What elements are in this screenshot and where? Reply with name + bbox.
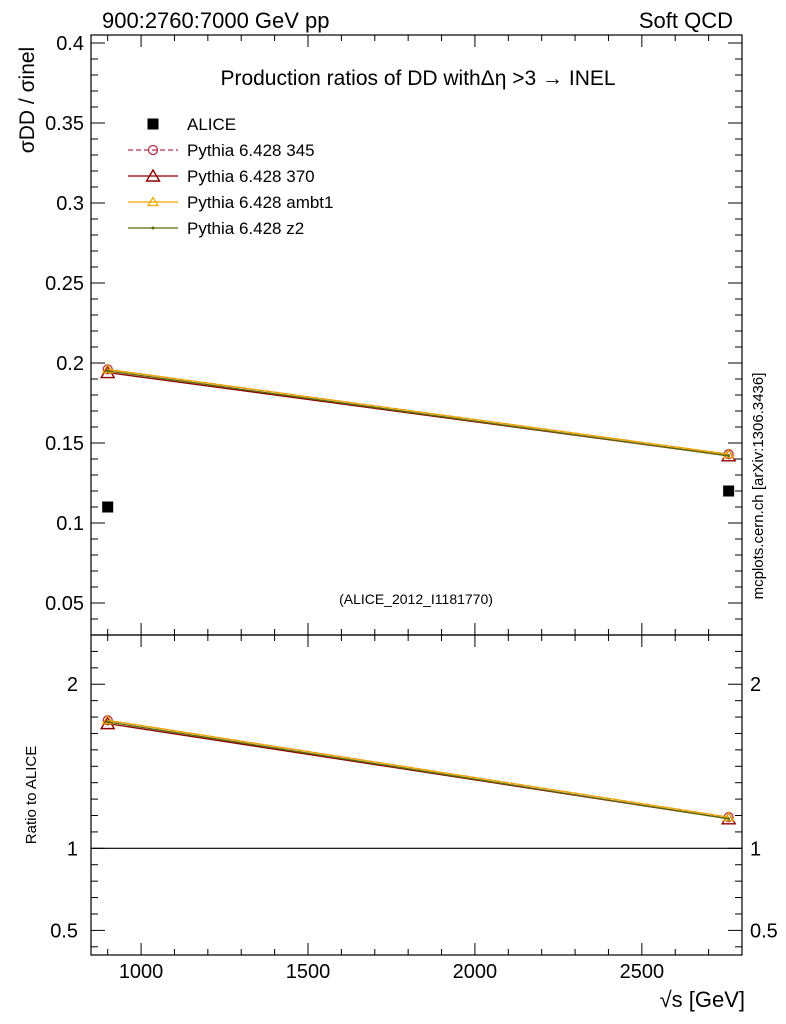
ratio-axes-ticks <box>91 635 742 955</box>
legend-label: Pythia 6.428 z2 <box>187 219 304 238</box>
main-y-tick-label: 0.3 <box>56 193 84 215</box>
ratio-y-tick-label-right: 1 <box>750 838 761 860</box>
main-title: Production ratios of DD withΔη >3 → INEL <box>220 67 615 90</box>
ratio-y-tick-label-right: 2 <box>750 674 761 696</box>
legend-marker <box>145 168 161 182</box>
legend-marker <box>146 196 160 207</box>
ratio-series-line <box>107 721 729 820</box>
main-y-tick-label: 0.15 <box>45 433 84 455</box>
legend-label: Pythia 6.428 370 <box>187 167 315 186</box>
main-data-point <box>723 485 735 497</box>
main-series-line <box>107 368 729 455</box>
ratio-series <box>99 714 737 825</box>
ratio-y-tick-label-right: 0.5 <box>750 920 778 942</box>
ratio-y-axis-label: Ratio to ALICE <box>23 746 40 844</box>
ratio-y-tick-label-left: 2 <box>67 674 78 696</box>
main-y-tick-label: 0.2 <box>56 353 84 375</box>
x-axis-label: √s [GeV] <box>660 987 745 1012</box>
main-data-point <box>727 454 731 458</box>
ratio-data-point <box>101 714 114 725</box>
main-y-tick-labels: 0.05 0.1 0.15 0.2 0.25 0.3 0.35 0.4 <box>45 33 84 615</box>
legend-label: Pythia 6.428 ambt1 <box>187 193 333 212</box>
main-data-point <box>106 369 110 373</box>
main-y-tick-label: 0.25 <box>45 273 84 295</box>
legend-marker <box>147 144 159 156</box>
side-label: mcplots.cern.ch [arXiv:1306.3436] <box>750 373 767 600</box>
x-tick-label: 1000 <box>119 961 164 983</box>
main-y-tick-label: 0.4 <box>56 33 84 55</box>
ratio-data-point <box>722 811 735 822</box>
main-data-point <box>102 501 114 513</box>
ratio-series-line <box>107 719 729 818</box>
main-data-point <box>101 363 114 374</box>
main-subtitle: (ALICE_2012_I1181770) <box>339 591 493 607</box>
main-y-tick-label: 0.05 <box>45 593 84 615</box>
main-data-point <box>722 448 735 459</box>
ratio-y-tick-labels: 0.5 0.5 1 1 2 2 <box>50 674 778 942</box>
x-tick-labels: 1000 1500 2000 2500 <box>119 961 664 983</box>
main-y-tick-label: 0.35 <box>45 113 84 135</box>
x-tick-label: 2500 <box>620 961 665 983</box>
x-tick-label: 1500 <box>286 961 331 983</box>
main-y-tick-label: 0.1 <box>56 513 84 535</box>
ratio-plot-frame <box>90 634 743 956</box>
main-y-axis-label: σDD / σinel <box>16 47 39 153</box>
legend: ALICE Pythia 6.428 345 Pythia 6.428 370 Pyt… <box>128 115 333 238</box>
header-left: 900:2760:7000 GeV pp <box>102 8 330 33</box>
legend-marker <box>151 226 155 230</box>
main-series <box>99 363 737 513</box>
legend-label: Pythia 6.428 345 <box>187 141 315 160</box>
ratio-data-point <box>106 720 110 724</box>
legend-marker <box>147 118 159 130</box>
legend-label: ALICE <box>187 115 236 134</box>
main-series-line <box>107 370 729 457</box>
header-right: Soft QCD <box>639 8 733 33</box>
ratio-y-tick-label-left: 0.5 <box>50 920 78 942</box>
x-tick-label: 2000 <box>453 961 498 983</box>
main-axes-ticks <box>91 35 742 635</box>
main-data-point <box>99 365 116 379</box>
ratio-y-tick-label-left: 1 <box>67 838 78 860</box>
ratio-data-point <box>727 817 731 821</box>
